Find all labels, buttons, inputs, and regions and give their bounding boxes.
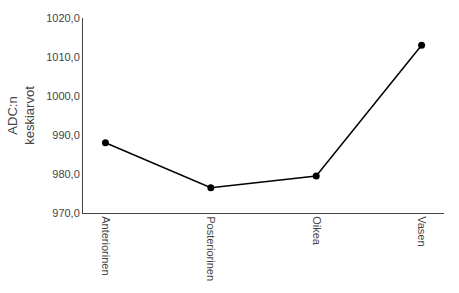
svg-text:Oikea: Oikea: [311, 216, 323, 246]
svg-text:Anteriorinen: Anteriorinen: [100, 216, 112, 275]
svg-text:1010,0: 1010,0: [46, 51, 80, 63]
svg-text:Vasen: Vasen: [416, 216, 428, 246]
svg-text:970,0: 970,0: [52, 207, 80, 219]
svg-text:ADC:nkeskiarvot: ADC:nkeskiarvot: [5, 86, 37, 145]
svg-text:1020,0: 1020,0: [46, 12, 80, 24]
svg-text:990,0: 990,0: [52, 129, 80, 141]
svg-text:980,0: 980,0: [52, 168, 80, 180]
svg-text:1000,0: 1000,0: [46, 90, 80, 102]
svg-text:Posteriorinen: Posteriorinen: [205, 216, 217, 281]
